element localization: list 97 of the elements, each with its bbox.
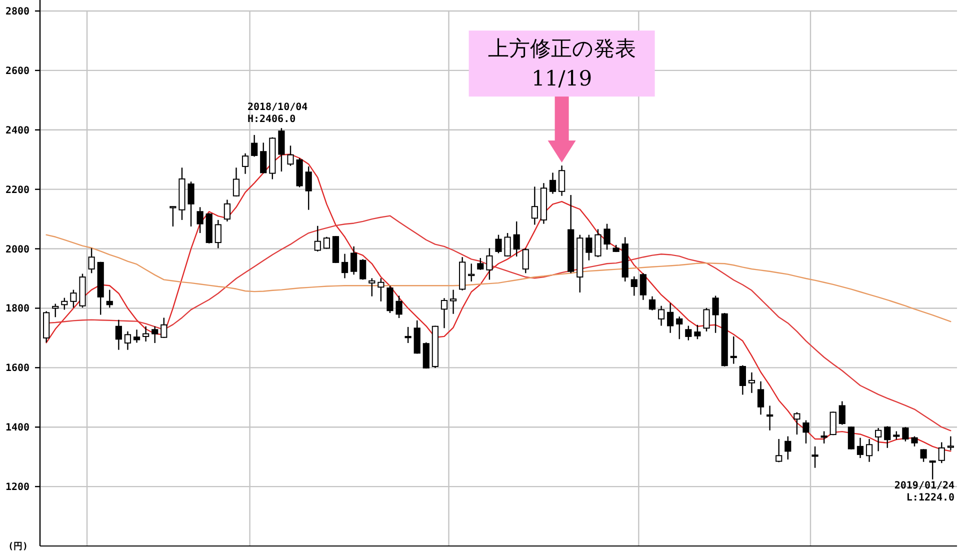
candlestick <box>152 326 158 344</box>
candlestick <box>287 145 294 166</box>
candlestick <box>820 430 828 444</box>
candlestick <box>305 166 312 210</box>
y-tick-label: 2400 <box>5 125 30 136</box>
candlestick <box>838 400 846 426</box>
candlestick <box>350 246 358 276</box>
candlestick <box>160 317 168 339</box>
candlestick <box>549 172 556 194</box>
candlestick <box>748 372 756 394</box>
annotation: 2019/01/24 L:1224.0 <box>894 480 955 504</box>
candlestick <box>830 411 836 436</box>
candlestick <box>170 206 176 228</box>
y-tick-label: 1200 <box>5 482 30 494</box>
candlestick <box>667 302 674 334</box>
y-tick-label: 2600 <box>5 66 30 77</box>
candlestick <box>856 437 864 459</box>
candlestick <box>794 412 800 436</box>
candlestick <box>648 296 656 311</box>
candlestick <box>440 298 448 329</box>
candlestick <box>314 225 321 252</box>
candlestick <box>911 436 918 448</box>
candlestick <box>929 460 936 480</box>
candlestick <box>142 326 150 342</box>
candlestick <box>658 305 665 326</box>
candlestick <box>278 128 285 172</box>
y-tick-label: 1800 <box>5 304 30 315</box>
candlestick <box>396 295 402 319</box>
line-series <box>46 234 952 322</box>
candlestick <box>920 448 927 462</box>
candlestick <box>341 253 348 279</box>
candlestick <box>52 303 59 318</box>
candlestick <box>323 236 330 250</box>
candlestick <box>242 152 249 174</box>
candlestick <box>531 186 538 226</box>
candlestick <box>251 134 258 158</box>
candlestick <box>477 257 484 270</box>
candlestick <box>513 220 520 258</box>
candlestick <box>88 248 95 274</box>
candlestick <box>586 234 592 261</box>
candlestick <box>802 420 810 444</box>
candlestick <box>495 234 502 254</box>
candlestick <box>884 426 891 449</box>
candlestick <box>938 442 945 464</box>
candlestick <box>378 278 384 302</box>
candlestick <box>812 446 818 468</box>
candlestick <box>685 325 692 341</box>
candlestick <box>784 436 792 460</box>
candlestick <box>522 248 529 274</box>
candlestick <box>386 285 394 314</box>
candlestick <box>61 297 68 310</box>
callout: 上方修正の発表 11/19 <box>468 30 655 97</box>
candlestick <box>504 232 511 258</box>
candlestick <box>133 329 140 344</box>
candlestick <box>260 142 267 174</box>
annotation: 2018/10/04 H:2406.0 <box>247 102 308 126</box>
annotation: 上方修正の発表 11/19 <box>488 36 636 91</box>
candlestick <box>450 289 457 314</box>
candlestick <box>106 289 113 308</box>
y-tick-label: 1400 <box>5 422 30 434</box>
candlestick <box>360 258 366 280</box>
candlestick <box>188 181 194 228</box>
candlestick <box>875 427 882 452</box>
candlestick <box>468 263 475 282</box>
candlestick <box>640 272 646 300</box>
candlestick <box>776 438 782 463</box>
candlestick <box>947 436 954 451</box>
candlestick <box>630 276 638 296</box>
y-tick-label: 2800 <box>5 6 30 18</box>
candlestick <box>404 326 412 344</box>
candlestick <box>124 330 132 350</box>
candlestick <box>866 438 873 462</box>
candlestick <box>486 248 493 280</box>
candlestick <box>739 364 746 396</box>
y-axis-title: (円) <box>8 541 28 552</box>
y-tick-label: 2000 <box>5 244 30 256</box>
candlestick <box>558 164 566 196</box>
candlestick <box>224 199 230 222</box>
candlestick <box>70 289 77 308</box>
candlestick <box>214 219 222 249</box>
candlestick <box>196 206 204 234</box>
candlestick <box>703 307 710 332</box>
y-tick-label: 1600 <box>5 363 30 374</box>
candlestick <box>766 405 774 431</box>
candlestick <box>757 380 764 416</box>
y-tick-label: 2200 <box>5 184 30 196</box>
candlestick <box>730 336 737 364</box>
candlestick <box>604 223 610 250</box>
candlestick <box>694 324 701 340</box>
candlestick <box>902 426 909 442</box>
candlestick <box>848 426 854 450</box>
candlestick <box>712 295 719 334</box>
candlestick <box>594 228 602 258</box>
candlestick <box>676 316 683 340</box>
candlestick <box>232 167 240 198</box>
candlestick <box>368 278 376 297</box>
candlestick <box>115 319 122 350</box>
